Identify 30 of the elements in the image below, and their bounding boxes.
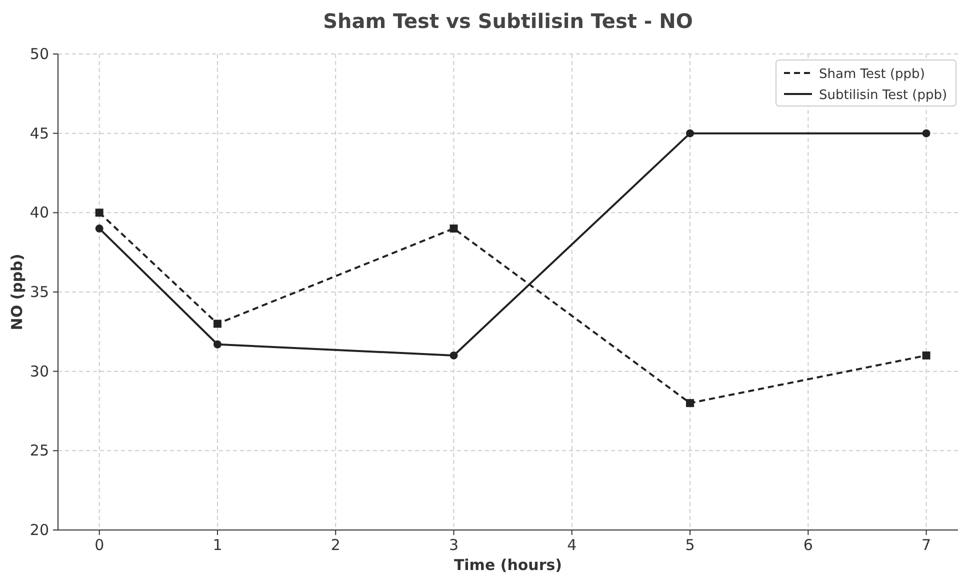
x-tick-label: 5	[685, 536, 695, 554]
point	[450, 224, 458, 233]
x-tick-label: 1	[212, 536, 222, 554]
x-tick-label: 4	[567, 536, 577, 554]
x-tick-label: 3	[448, 536, 459, 554]
point	[922, 129, 930, 138]
point	[95, 224, 104, 233]
point	[686, 129, 694, 138]
y-tick-label: 20	[30, 521, 49, 539]
legend-label: Sham Test (ppb)	[819, 67, 925, 82]
y-tick-label: 30	[30, 362, 49, 380]
point	[686, 399, 694, 408]
x-tick-label: 7	[922, 536, 932, 554]
x-axis-title: Time (hours)	[454, 556, 562, 574]
y-tick-label: 40	[30, 204, 49, 222]
x-tick-label: 0	[94, 536, 104, 554]
point	[213, 340, 222, 348]
x-tick-label: 6	[803, 536, 813, 554]
y-tick-label: 25	[30, 442, 49, 460]
point	[213, 320, 222, 328]
y-axis-title: NO (ppb)	[8, 254, 26, 330]
point	[922, 351, 930, 360]
point	[450, 351, 458, 360]
point	[95, 208, 104, 217]
chart-title: Sham Test vs Subtilisin Test - NO	[323, 9, 693, 33]
legend-label: Subtilisin Test (ppb)	[819, 88, 948, 103]
y-tick-label: 50	[30, 45, 49, 63]
y-tick-label: 35	[30, 283, 49, 301]
x-tick-label: 2	[330, 536, 340, 554]
y-tick-label: 45	[30, 124, 49, 142]
